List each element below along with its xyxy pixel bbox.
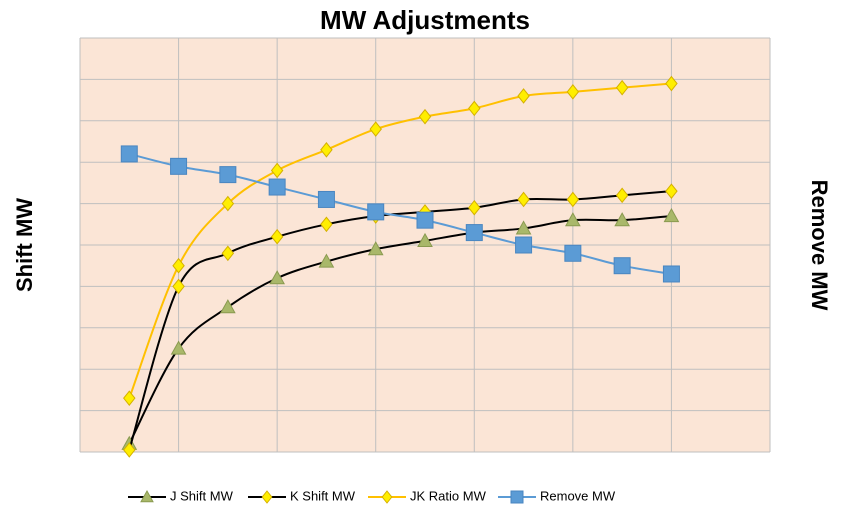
marker: [219, 166, 237, 184]
y2-axis-label: Remove MW: [807, 180, 832, 311]
marker: [510, 490, 524, 504]
legend-label: Remove MW: [540, 488, 616, 503]
marker: [663, 207, 680, 223]
marker: [268, 178, 286, 196]
marker: [613, 257, 631, 275]
legend-label: K Shift MW: [290, 488, 356, 503]
marker: [517, 191, 530, 208]
marker: [468, 100, 481, 117]
marker: [665, 183, 678, 199]
legend-label: JK Ratio MW: [410, 488, 487, 503]
y-axis-label: Shift MW: [12, 198, 37, 292]
marker: [221, 195, 235, 212]
marker: [515, 236, 533, 254]
marker: [416, 211, 434, 229]
marker: [614, 212, 630, 227]
marker: [220, 299, 236, 314]
marker: [564, 244, 582, 262]
chart-title: MW Adjustments: [320, 5, 530, 35]
marker: [320, 141, 333, 158]
marker: [172, 257, 185, 274]
marker: [170, 157, 188, 175]
marker: [381, 490, 393, 504]
marker: [517, 88, 530, 104]
marker: [317, 190, 335, 208]
marker: [270, 228, 284, 245]
marker: [120, 145, 138, 163]
marker: [123, 390, 136, 406]
marker: [417, 232, 433, 247]
marker: [261, 490, 273, 504]
marker: [172, 278, 185, 295]
marker: [465, 224, 483, 242]
marker: [662, 265, 680, 283]
marker: [140, 489, 154, 503]
marker: [221, 245, 235, 262]
marker: [615, 187, 629, 204]
marker: [468, 199, 481, 216]
marker: [367, 203, 385, 221]
marker: [320, 216, 333, 233]
marker: [418, 108, 432, 125]
marker: [170, 340, 187, 355]
marker: [615, 79, 629, 96]
marker: [566, 84, 580, 100]
marker: [123, 442, 136, 458]
legend-label: J Shift MW: [170, 488, 234, 503]
marker: [515, 220, 532, 235]
marker: [270, 162, 284, 179]
marker: [565, 212, 581, 227]
marker: [318, 253, 335, 268]
marker: [566, 191, 580, 208]
marker: [367, 241, 384, 256]
marker: [665, 75, 678, 92]
marker: [369, 121, 382, 137]
marker: [269, 270, 285, 285]
